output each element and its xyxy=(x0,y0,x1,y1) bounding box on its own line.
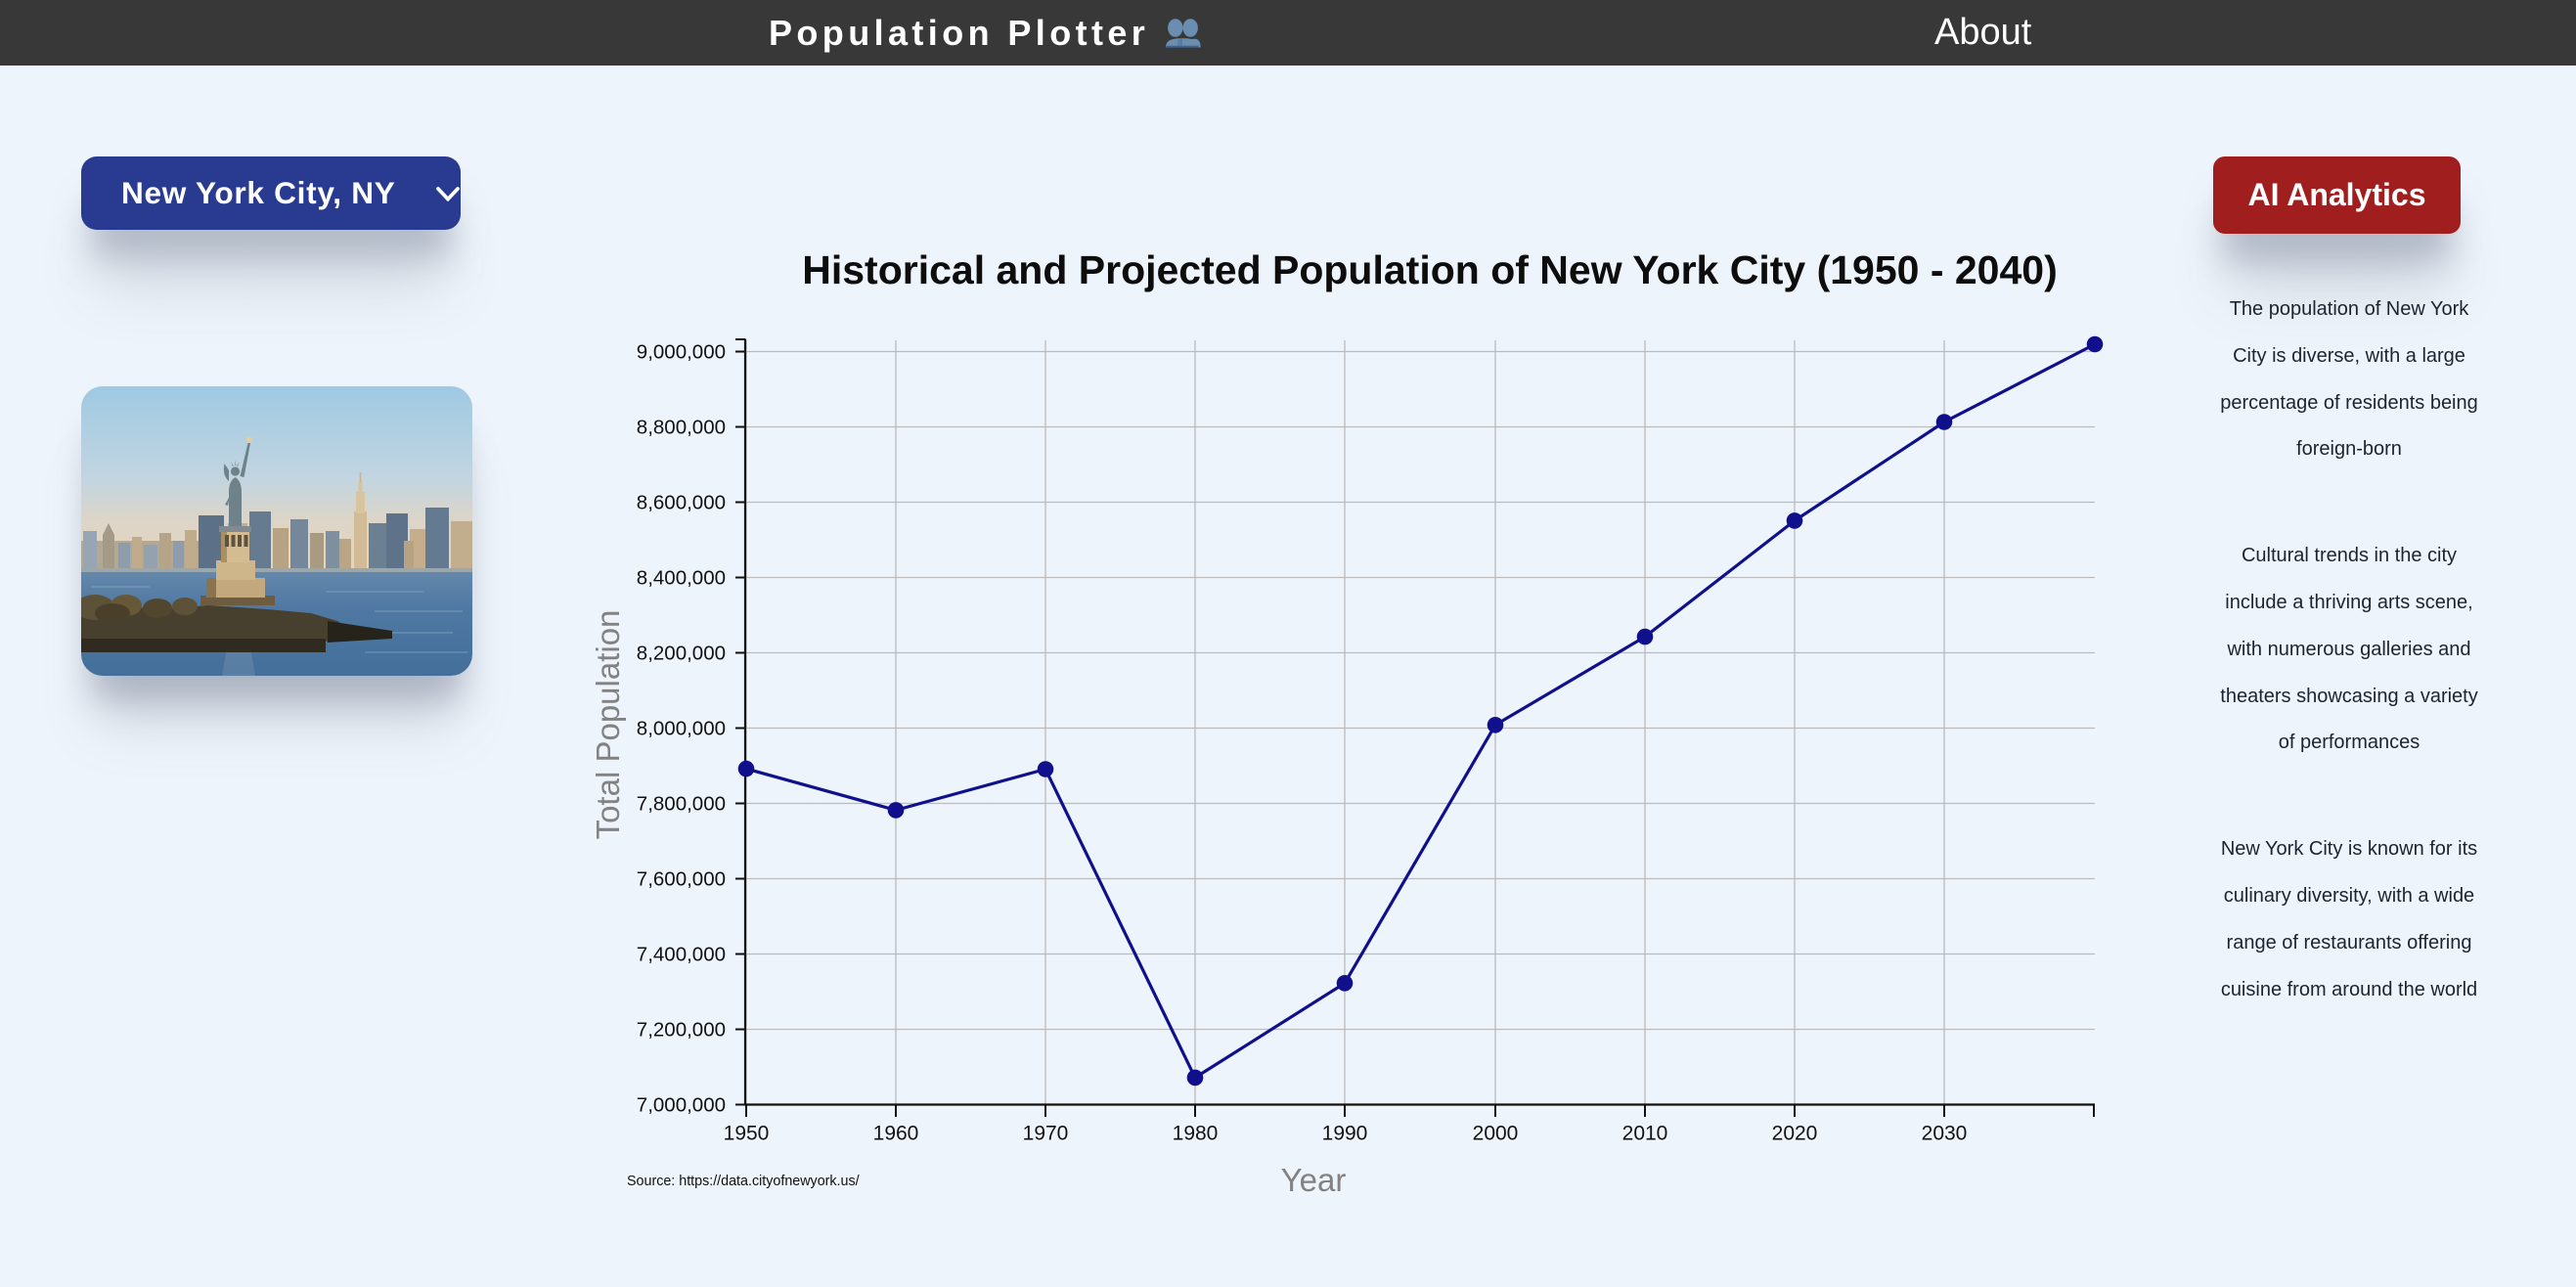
svg-text:7,800,000: 7,800,000 xyxy=(637,793,726,816)
svg-text:8,200,000: 8,200,000 xyxy=(637,643,726,665)
svg-text:2010: 2010 xyxy=(1622,1123,1668,1145)
svg-text:Source: https://data.cityofnew: Source: https://data.cityofnewyork.us/ xyxy=(627,1174,860,1189)
svg-text:Year: Year xyxy=(1281,1162,1347,1198)
svg-text:1960: 1960 xyxy=(873,1123,919,1145)
svg-text:8,800,000: 8,800,000 xyxy=(637,417,726,439)
svg-text:8,000,000: 8,000,000 xyxy=(637,718,726,740)
svg-text:7,200,000: 7,200,000 xyxy=(637,1019,726,1042)
svg-text:Total Population: Total Population xyxy=(590,610,626,840)
svg-text:Historical and Projected Popul: Historical and Projected Population of N… xyxy=(802,247,2058,292)
svg-text:8,600,000: 8,600,000 xyxy=(637,492,726,514)
svg-text:2000: 2000 xyxy=(1473,1123,1519,1145)
svg-text:1990: 1990 xyxy=(1322,1123,1368,1145)
svg-text:9,000,000: 9,000,000 xyxy=(637,341,726,364)
svg-text:2020: 2020 xyxy=(1772,1123,1818,1145)
svg-text:1980: 1980 xyxy=(1173,1123,1219,1145)
svg-text:8,400,000: 8,400,000 xyxy=(637,567,726,590)
svg-text:1970: 1970 xyxy=(1023,1123,1069,1145)
svg-text:7,000,000: 7,000,000 xyxy=(637,1094,726,1117)
svg-text:2030: 2030 xyxy=(1922,1123,1968,1145)
svg-text:7,600,000: 7,600,000 xyxy=(637,868,726,891)
svg-text:1950: 1950 xyxy=(724,1123,770,1145)
svg-text:7,400,000: 7,400,000 xyxy=(637,944,726,966)
